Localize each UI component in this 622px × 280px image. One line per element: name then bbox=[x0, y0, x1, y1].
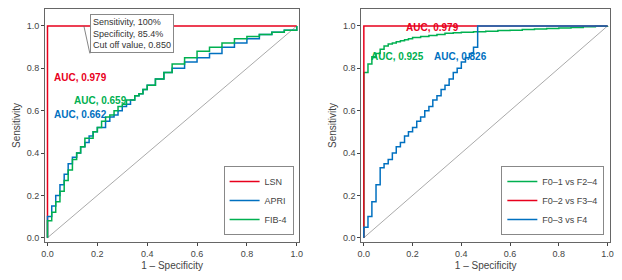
svg-text:1 – Specificity: 1 – Specificity bbox=[141, 260, 203, 271]
svg-text:0.6: 0.6 bbox=[191, 249, 204, 259]
svg-text:0.2: 0.2 bbox=[91, 249, 104, 259]
svg-text:1 – Specificity: 1 – Specificity bbox=[455, 260, 517, 271]
svg-text:0.2: 0.2 bbox=[343, 191, 356, 201]
svg-text:AUC, 0.826: AUC, 0.826 bbox=[434, 51, 487, 62]
svg-text:AUC, 0.979: AUC, 0.979 bbox=[406, 22, 459, 33]
svg-text:LSN: LSN bbox=[265, 177, 283, 187]
svg-text:FIB-4: FIB-4 bbox=[265, 215, 287, 225]
svg-text:Sensitivity: Sensitivity bbox=[327, 103, 338, 148]
svg-text:0.0: 0.0 bbox=[358, 249, 371, 259]
svg-text:0.8: 0.8 bbox=[553, 249, 566, 259]
svg-text:0.6: 0.6 bbox=[343, 106, 356, 116]
svg-text:0.4: 0.4 bbox=[141, 249, 154, 259]
svg-text:0.4: 0.4 bbox=[27, 148, 40, 158]
svg-text:0.8: 0.8 bbox=[27, 63, 40, 73]
svg-text:0.6: 0.6 bbox=[504, 249, 517, 259]
svg-text:AUC, 0.659: AUC, 0.659 bbox=[74, 95, 127, 106]
svg-text:0.0: 0.0 bbox=[27, 233, 40, 243]
svg-text:0.4: 0.4 bbox=[343, 148, 356, 158]
svg-text:AUC, 0.662: AUC, 0.662 bbox=[54, 109, 107, 120]
svg-text:Sensitivity, 100%Specificity,: Sensitivity, 100%Specificity, 85.4%Cut o… bbox=[93, 17, 171, 50]
svg-text:F0–1 vs F2–4: F0–1 vs F2–4 bbox=[542, 177, 597, 187]
svg-text:1.0: 1.0 bbox=[601, 249, 614, 259]
svg-text:APRI: APRI bbox=[265, 196, 286, 206]
svg-text:0.8: 0.8 bbox=[343, 63, 356, 73]
svg-text:AUC, 0.979: AUC, 0.979 bbox=[54, 72, 107, 83]
svg-text:0.2: 0.2 bbox=[406, 249, 419, 259]
svg-text:F0–3 vs F4: F0–3 vs F4 bbox=[542, 215, 587, 225]
svg-text:0.4: 0.4 bbox=[455, 249, 468, 259]
svg-text:F0–2 vs F3–4: F0–2 vs F3–4 bbox=[542, 196, 597, 206]
svg-text:0.6: 0.6 bbox=[27, 106, 40, 116]
svg-text:0.2: 0.2 bbox=[27, 191, 40, 201]
svg-text:0.0: 0.0 bbox=[41, 249, 54, 259]
svg-text:Sensitivity: Sensitivity bbox=[11, 103, 22, 148]
svg-text:0.0: 0.0 bbox=[343, 233, 356, 243]
svg-text:AUC, 0.925: AUC, 0.925 bbox=[371, 51, 424, 62]
svg-text:1.0: 1.0 bbox=[343, 21, 356, 31]
svg-text:0.8: 0.8 bbox=[241, 249, 254, 259]
svg-text:1.0: 1.0 bbox=[291, 249, 304, 259]
svg-text:1.0: 1.0 bbox=[27, 21, 40, 31]
